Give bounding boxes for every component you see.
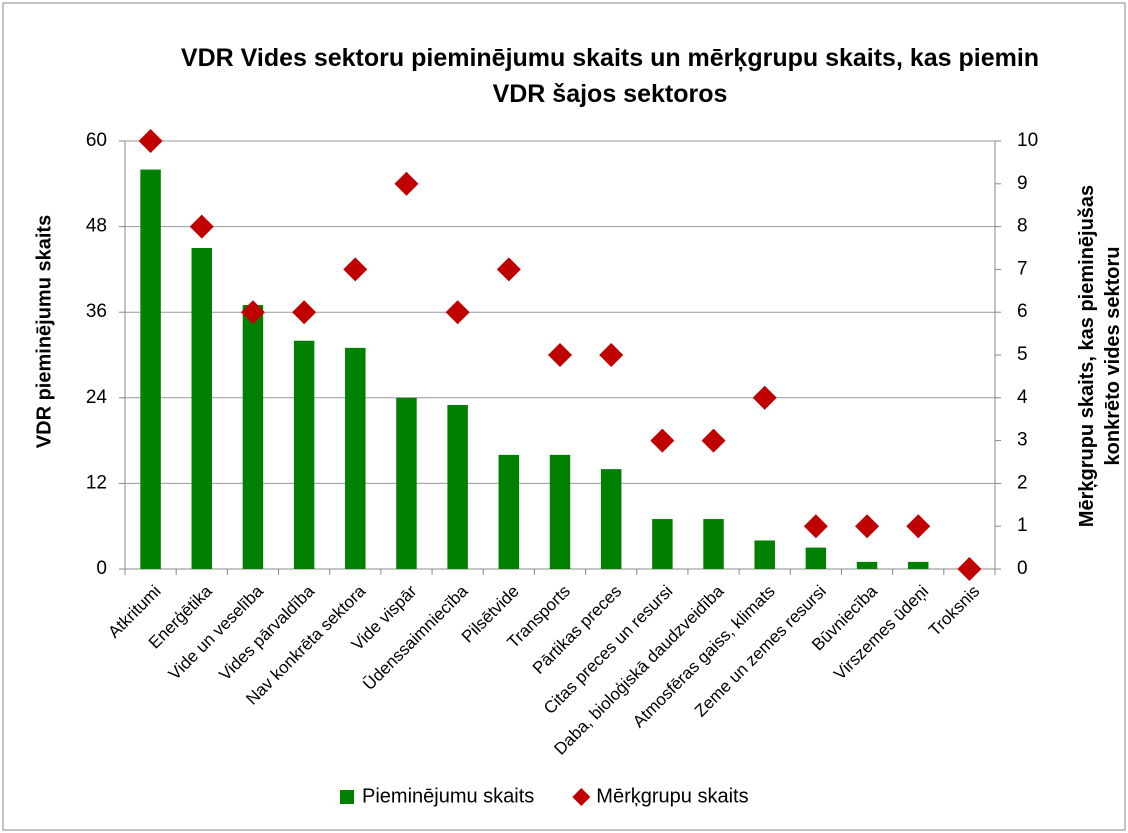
marker xyxy=(496,257,521,282)
legend-label: Pieminējumu skaits xyxy=(362,785,534,807)
y-tick-label: 12 xyxy=(86,472,107,493)
bar xyxy=(600,469,622,569)
bar xyxy=(498,454,520,569)
y2-tick-label: 1 xyxy=(1017,515,1028,536)
bar xyxy=(754,540,775,569)
marker xyxy=(138,129,163,153)
y-tick-label: 36 xyxy=(86,301,107,322)
y-axis-label: VDR pieminējumu skaits xyxy=(33,214,56,449)
bar xyxy=(345,347,366,569)
bar xyxy=(293,340,315,569)
bar xyxy=(805,547,827,569)
y2-tick-label: 0 xyxy=(1017,558,1028,579)
y2-tick-label: 2 xyxy=(1017,472,1028,493)
bar xyxy=(140,169,161,570)
marker xyxy=(701,428,726,453)
y2-tick-label: 8 xyxy=(1017,216,1028,237)
bar xyxy=(856,561,878,569)
bar xyxy=(396,397,417,569)
bar xyxy=(908,561,929,569)
y-tick-label: 60 xyxy=(86,130,107,151)
marker xyxy=(752,385,777,410)
marker xyxy=(906,514,931,539)
bar xyxy=(242,305,264,569)
bar xyxy=(191,248,212,569)
marker xyxy=(650,428,675,453)
marker xyxy=(957,557,982,581)
y2-axis-label: Mērķgrupu skaits, kas pieminējušas konkr… xyxy=(1076,184,1124,528)
y2-tick-label: 5 xyxy=(1017,344,1028,365)
marker xyxy=(855,514,880,539)
y2-tick-label: 9 xyxy=(1017,173,1028,194)
bar xyxy=(703,519,724,569)
legend-swatch xyxy=(340,790,354,804)
marker xyxy=(343,257,368,282)
y2-tick-label: 10 xyxy=(1017,130,1038,151)
y-tick-label: 48 xyxy=(86,216,107,237)
marker xyxy=(548,343,572,367)
y2-tick-label: 3 xyxy=(1017,430,1028,451)
y-tick-label: 0 xyxy=(96,558,107,579)
y2-tick-label: 7 xyxy=(1017,258,1028,279)
chart-title: VDR Vides sektoru pieminējumu skaits un … xyxy=(180,44,1040,108)
marker xyxy=(394,171,419,196)
marker xyxy=(240,300,265,325)
marker xyxy=(445,300,470,325)
bar xyxy=(447,404,468,569)
bar xyxy=(652,519,673,569)
marker xyxy=(599,343,624,367)
legend-swatch xyxy=(572,788,591,806)
marker xyxy=(803,514,828,539)
bar xyxy=(549,454,571,569)
y2-tick-label: 4 xyxy=(1017,387,1028,408)
y-tick-label: 24 xyxy=(86,387,108,408)
marker xyxy=(292,300,317,325)
y2-tick-label: 6 xyxy=(1017,301,1028,322)
marker xyxy=(189,214,214,239)
legend-label: Mērķgrupu skaits xyxy=(596,785,748,807)
